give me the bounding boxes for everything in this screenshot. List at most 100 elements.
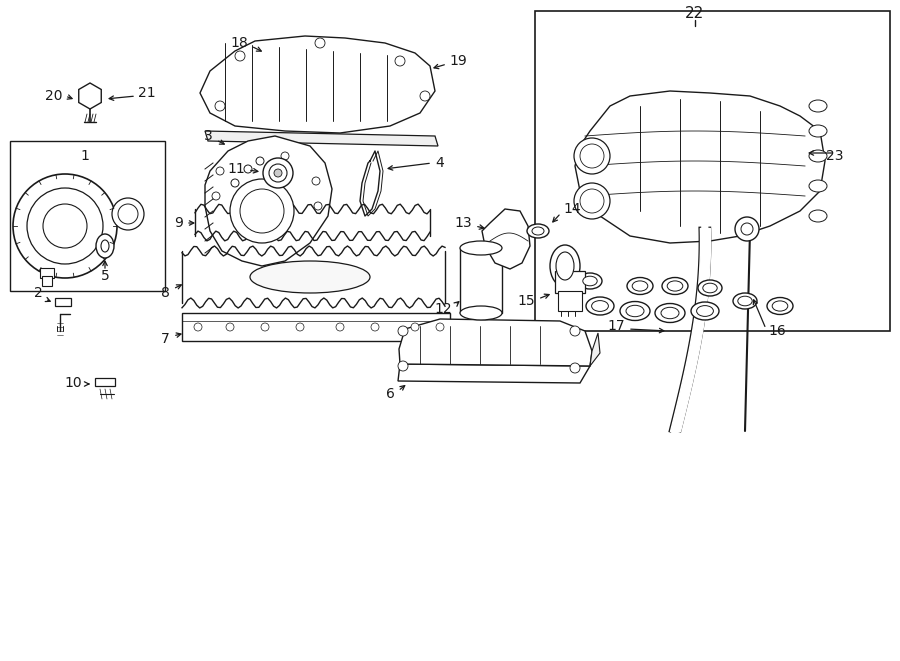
Text: 5: 5	[101, 269, 110, 283]
Ellipse shape	[550, 245, 580, 287]
Polygon shape	[398, 364, 590, 383]
Ellipse shape	[586, 297, 614, 315]
Bar	[55, 298, 71, 306]
Ellipse shape	[767, 297, 793, 315]
Text: 7: 7	[161, 332, 170, 346]
Ellipse shape	[632, 281, 648, 291]
Text: 4: 4	[435, 156, 444, 170]
Ellipse shape	[578, 273, 602, 289]
Ellipse shape	[667, 281, 683, 291]
Ellipse shape	[527, 224, 549, 238]
Text: 15: 15	[518, 294, 535, 308]
Ellipse shape	[809, 100, 827, 112]
Text: 13: 13	[454, 216, 472, 230]
Text: 18: 18	[230, 36, 248, 50]
Bar	[40, 268, 54, 278]
Bar	[182, 313, 450, 341]
Text: 17: 17	[608, 319, 625, 333]
Circle shape	[281, 152, 289, 160]
Ellipse shape	[532, 227, 544, 235]
Circle shape	[112, 198, 144, 230]
Circle shape	[269, 164, 287, 182]
Ellipse shape	[460, 241, 502, 255]
Circle shape	[580, 189, 604, 213]
Circle shape	[315, 38, 325, 48]
Polygon shape	[200, 36, 435, 133]
Circle shape	[43, 204, 87, 248]
Text: 11: 11	[227, 162, 245, 176]
Circle shape	[235, 51, 245, 61]
Ellipse shape	[703, 283, 717, 293]
Bar	[10, 141, 165, 291]
Polygon shape	[78, 83, 102, 109]
Ellipse shape	[697, 305, 714, 317]
Circle shape	[118, 204, 138, 224]
Circle shape	[226, 323, 234, 331]
Circle shape	[194, 323, 202, 331]
Circle shape	[735, 217, 759, 241]
Circle shape	[27, 188, 103, 264]
Ellipse shape	[620, 301, 650, 321]
Text: 21: 21	[138, 86, 156, 100]
Ellipse shape	[662, 278, 688, 295]
Polygon shape	[205, 136, 332, 266]
Ellipse shape	[591, 301, 608, 311]
Ellipse shape	[655, 303, 685, 323]
Circle shape	[570, 363, 580, 373]
Circle shape	[574, 183, 610, 219]
Circle shape	[240, 189, 284, 233]
Circle shape	[314, 202, 322, 210]
Circle shape	[263, 158, 293, 188]
Bar	[555, 271, 585, 293]
Ellipse shape	[738, 296, 752, 306]
Ellipse shape	[661, 307, 679, 319]
Circle shape	[256, 157, 264, 165]
Circle shape	[231, 179, 239, 187]
Ellipse shape	[772, 301, 788, 311]
Ellipse shape	[96, 234, 114, 258]
Circle shape	[212, 192, 220, 200]
Ellipse shape	[809, 210, 827, 222]
Ellipse shape	[809, 180, 827, 192]
Circle shape	[312, 177, 320, 185]
Circle shape	[570, 326, 580, 336]
Text: 12: 12	[435, 302, 452, 316]
Ellipse shape	[809, 125, 827, 137]
Text: 16: 16	[768, 324, 786, 338]
Bar	[95, 378, 115, 386]
Circle shape	[371, 323, 379, 331]
Ellipse shape	[627, 278, 653, 295]
Ellipse shape	[809, 150, 827, 162]
Text: 8: 8	[161, 286, 170, 300]
Circle shape	[230, 179, 294, 243]
Circle shape	[398, 361, 408, 371]
Ellipse shape	[691, 302, 719, 320]
Text: 2: 2	[34, 286, 43, 300]
Circle shape	[274, 169, 282, 177]
Polygon shape	[399, 319, 592, 366]
Circle shape	[395, 56, 405, 66]
Ellipse shape	[583, 276, 598, 286]
Circle shape	[336, 323, 344, 331]
Polygon shape	[590, 333, 600, 366]
Bar	[42, 276, 52, 286]
Ellipse shape	[101, 240, 109, 252]
Polygon shape	[205, 131, 438, 146]
Text: 14: 14	[563, 202, 580, 216]
Circle shape	[296, 323, 304, 331]
Circle shape	[741, 223, 753, 235]
Text: 23: 23	[826, 149, 844, 163]
Polygon shape	[482, 209, 530, 269]
Ellipse shape	[460, 306, 502, 320]
Ellipse shape	[250, 261, 370, 293]
Bar	[558, 291, 582, 311]
Text: 19: 19	[449, 54, 467, 68]
Circle shape	[13, 174, 117, 278]
Circle shape	[244, 165, 252, 173]
Circle shape	[420, 91, 430, 101]
Ellipse shape	[556, 252, 574, 280]
Text: 22: 22	[686, 5, 705, 20]
Circle shape	[411, 323, 419, 331]
Ellipse shape	[626, 305, 644, 317]
Bar	[460, 248, 502, 313]
